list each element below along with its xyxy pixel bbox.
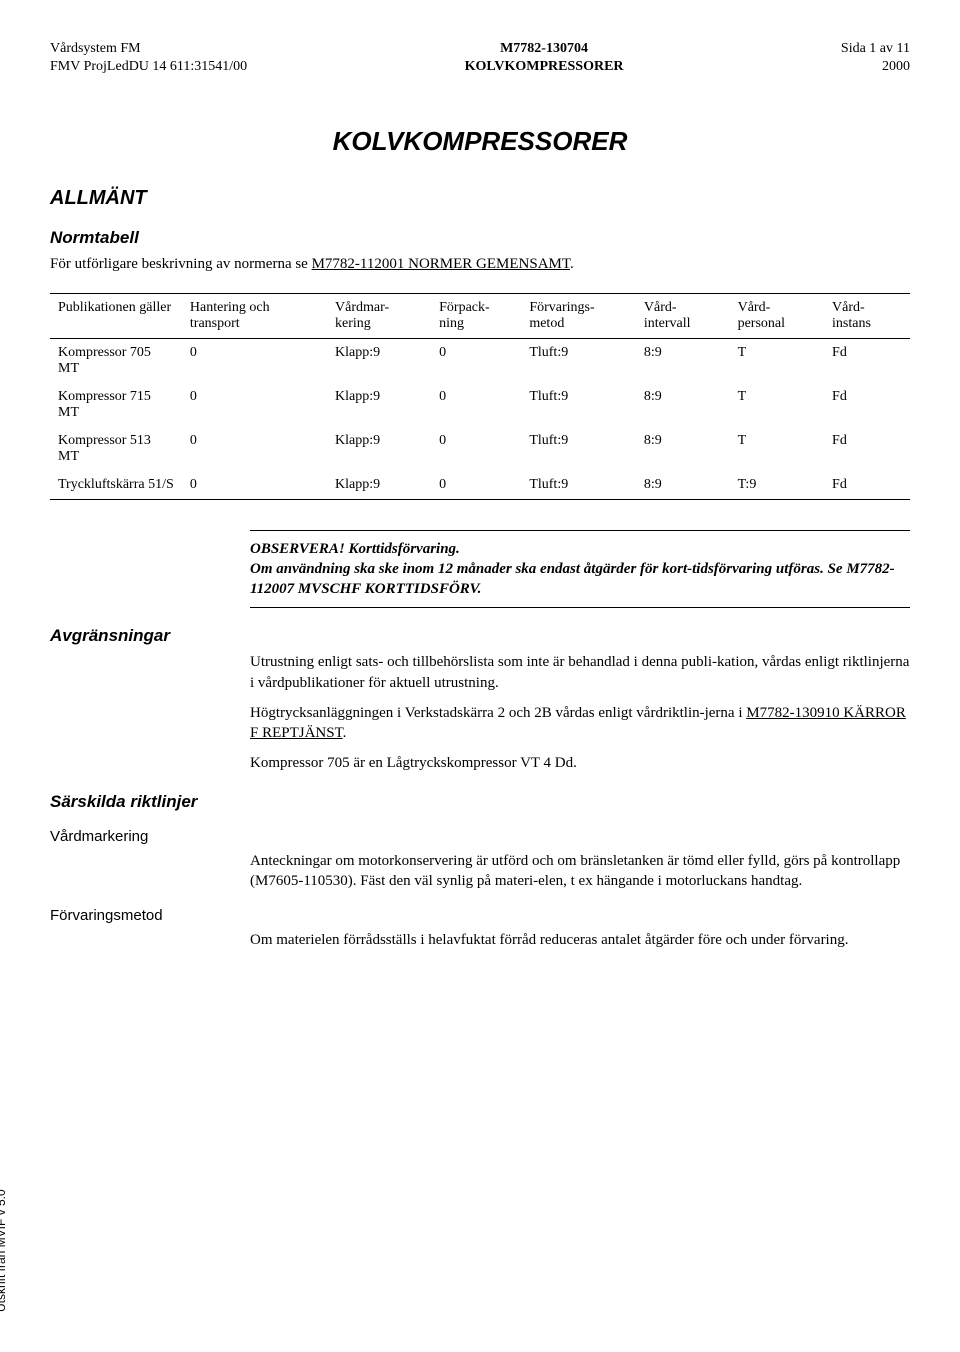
header-left-line1: Vårdsystem FM — [50, 41, 141, 56]
norm-table: Publikationen gäller Hantering och trans… — [50, 293, 910, 500]
cell: 0 — [182, 427, 327, 471]
section-normtabell-heading: Normtabell — [50, 228, 910, 248]
cell: Fd — [824, 427, 910, 471]
avgransningar-p2-pre: Högtrycksanläggningen i Verkstadskärra 2… — [250, 705, 746, 721]
header-center-line1: M7782-130704 — [500, 41, 588, 56]
th-vardintervall: Vård-intervall — [636, 293, 730, 338]
header-left-line2: FMV ProjLedDU 14 611:31541/00 — [50, 59, 247, 74]
cell: Klapp:9 — [327, 383, 431, 427]
side-print-note: Utskrift från MVIF v 5.0 — [0, 1189, 8, 1312]
main-title: KOLVKOMPRESSORER — [50, 126, 910, 157]
cell: Klapp:9 — [327, 471, 431, 500]
section-sarskilda-heading: Särskilda riktlinjer — [50, 792, 910, 812]
th-publikationen: Publikationen gäller — [50, 293, 182, 338]
cell: T — [730, 427, 824, 471]
header-left: Vårdsystem FM FMV ProjLedDU 14 611:31541… — [50, 40, 247, 76]
th-hantering: Hantering och transport — [182, 293, 327, 338]
header-right-line2: 2000 — [882, 59, 910, 74]
cell: T — [730, 338, 824, 383]
cell: Kompressor 715 MT — [50, 383, 182, 427]
table-header-row: Publikationen gäller Hantering och trans… — [50, 293, 910, 338]
cell: T:9 — [730, 471, 824, 500]
avgransningar-p2: Högtrycksanläggningen i Verkstadskärra 2… — [250, 703, 910, 744]
intro-pre: För utförligare beskrivning av normerna … — [50, 256, 312, 272]
cell: Tryckluftskärra 51/S — [50, 471, 182, 500]
vardmarkering-heading: Vårdmarkering — [50, 828, 910, 845]
cell: 8:9 — [636, 471, 730, 500]
th-vardmarkering: Vårdmar-kering — [327, 293, 431, 338]
cell: Fd — [824, 338, 910, 383]
th-forpackning: Förpack-ning — [431, 293, 521, 338]
avgransningar-p2-post: . — [343, 725, 347, 741]
cell: Tluft:9 — [521, 471, 636, 500]
cell: Fd — [824, 383, 910, 427]
header-right: Sida 1 av 11 2000 — [841, 40, 910, 76]
intro-post: . — [570, 256, 574, 272]
cell: Klapp:9 — [327, 338, 431, 383]
table-body: Kompressor 705 MT 0 Klapp:9 0 Tluft:9 8:… — [50, 338, 910, 499]
observera-block: OBSERVERA! Korttidsförvaring. Om användn… — [250, 530, 910, 609]
cell: Tluft:9 — [521, 383, 636, 427]
cell: 0 — [182, 471, 327, 500]
cell: T — [730, 383, 824, 427]
cell: Tluft:9 — [521, 427, 636, 471]
table-row: Kompressor 705 MT 0 Klapp:9 0 Tluft:9 8:… — [50, 338, 910, 383]
th-forvaringsmetod: Förvarings-metod — [521, 293, 636, 338]
header-right-line1: Sida 1 av 11 — [841, 41, 910, 56]
observera-line2: Om användning ska ske inom 12 månader sk… — [250, 559, 910, 600]
page-header: Vårdsystem FM FMV ProjLedDU 14 611:31541… — [50, 40, 910, 76]
cell: 0 — [182, 338, 327, 383]
intro-paragraph: För utförligare beskrivning av normerna … — [50, 254, 910, 274]
cell: 8:9 — [636, 383, 730, 427]
avgransningar-p1: Utrustning enligt sats- och tillbehörsli… — [250, 652, 910, 693]
cell: 0 — [431, 383, 521, 427]
vardmarkering-paragraph: Anteckningar om motorkonservering är utf… — [250, 851, 910, 892]
cell: 0 — [431, 427, 521, 471]
header-center: M7782-130704 KOLVKOMPRESSORER — [465, 40, 624, 76]
forvaringsmetod-heading: Förvaringsmetod — [50, 907, 910, 924]
forvaringsmetod-paragraph: Om materielen förrådsställs i helavfukta… — [250, 930, 910, 950]
cell: Kompressor 513 MT — [50, 427, 182, 471]
cell: 8:9 — [636, 338, 730, 383]
table-row: Tryckluftskärra 51/S 0 Klapp:9 0 Tluft:9… — [50, 471, 910, 500]
cell: 0 — [431, 471, 521, 500]
intro-link[interactable]: M7782-112001 NORMER GEMENSAMT — [312, 256, 570, 272]
cell: Klapp:9 — [327, 427, 431, 471]
th-vardinstans: Vård-instans — [824, 293, 910, 338]
section-allmant-heading: ALLMÄNT — [50, 187, 910, 210]
avgransningar-p3: Kompressor 705 är en Lågtryckskompressor… — [250, 753, 910, 773]
cell: 0 — [182, 383, 327, 427]
cell: 0 — [431, 338, 521, 383]
section-avgransningar-heading: Avgränsningar — [50, 626, 910, 646]
header-center-line2: KOLVKOMPRESSORER — [465, 59, 624, 74]
observera-line1: OBSERVERA! Korttidsförvaring. — [250, 539, 910, 559]
cell: Kompressor 705 MT — [50, 338, 182, 383]
cell: Fd — [824, 471, 910, 500]
cell: 8:9 — [636, 427, 730, 471]
table-row: Kompressor 715 MT 0 Klapp:9 0 Tluft:9 8:… — [50, 383, 910, 427]
cell: Tluft:9 — [521, 338, 636, 383]
table-row: Kompressor 513 MT 0 Klapp:9 0 Tluft:9 8:… — [50, 427, 910, 471]
th-vardpersonal: Vård-personal — [730, 293, 824, 338]
